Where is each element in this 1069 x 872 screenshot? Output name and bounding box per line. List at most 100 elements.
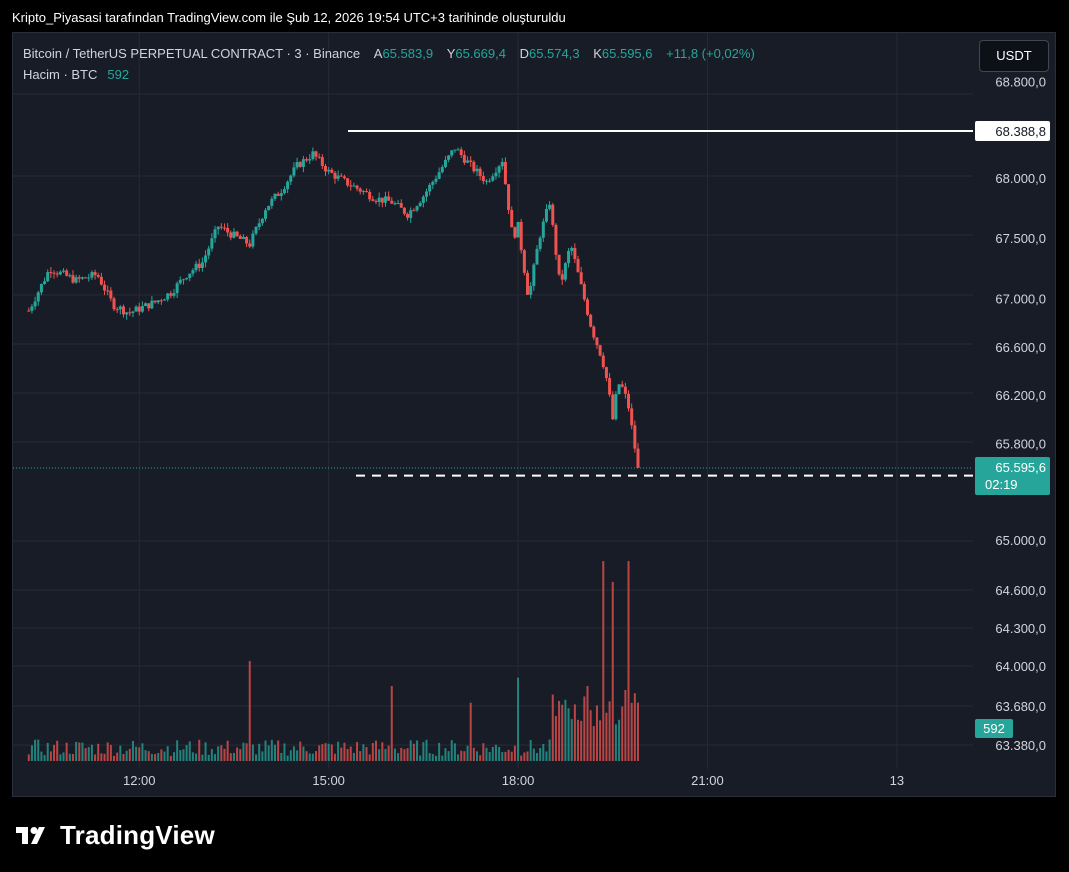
y-axis-tick-label: 66.200,0 bbox=[995, 388, 1046, 403]
candle-body bbox=[311, 151, 315, 160]
candle-body bbox=[484, 180, 488, 182]
x-axis-tick-label: 15:00 bbox=[312, 773, 345, 788]
candle-body bbox=[472, 161, 476, 172]
volume-bar bbox=[333, 753, 336, 761]
candle-body bbox=[595, 337, 599, 346]
volume-bar bbox=[122, 754, 125, 761]
candle-body bbox=[608, 378, 612, 395]
volume-bar bbox=[573, 704, 576, 761]
volume-bar bbox=[586, 686, 589, 761]
candle-body bbox=[74, 277, 78, 283]
candle-body bbox=[443, 159, 447, 168]
volume-bar bbox=[501, 752, 504, 761]
volume-bar bbox=[409, 740, 412, 761]
tradingview-logo[interactable]: TradingView bbox=[14, 818, 215, 852]
volume-bar bbox=[428, 753, 431, 761]
candle-body bbox=[147, 303, 151, 309]
volume-bar bbox=[188, 741, 191, 761]
volume-bar bbox=[450, 740, 453, 761]
volume-bar bbox=[283, 743, 286, 761]
volume-bar bbox=[195, 753, 198, 761]
candle-body bbox=[222, 227, 226, 229]
volume-bar bbox=[362, 744, 365, 761]
candle-body bbox=[582, 284, 586, 300]
candle-body bbox=[428, 184, 432, 192]
candle-body bbox=[289, 175, 293, 182]
volume-bar bbox=[491, 746, 494, 761]
volume-bar bbox=[567, 708, 570, 761]
candle-body bbox=[541, 221, 545, 238]
y-axis-tick-label: 65.800,0 bbox=[995, 436, 1046, 451]
volume-bar bbox=[352, 752, 355, 761]
y-axis-tick-label: 68.000,0 bbox=[995, 171, 1046, 186]
candle-body bbox=[308, 159, 312, 161]
candle-body bbox=[204, 255, 208, 263]
volume-bar bbox=[390, 686, 393, 761]
volume-bar bbox=[226, 740, 229, 761]
candle-body bbox=[544, 208, 548, 222]
volume-bar bbox=[113, 755, 116, 761]
candle-body bbox=[327, 169, 331, 172]
candle-body bbox=[355, 185, 359, 189]
volume-bar bbox=[65, 742, 68, 761]
volume-bar bbox=[397, 753, 400, 761]
candle-body bbox=[532, 264, 536, 286]
last-volume-badge bbox=[975, 719, 1013, 738]
chart-panel[interactable]: 68.800,0 68.000,0 67.500,0 67.000,0 66.600,0… bbox=[12, 32, 1056, 797]
candle-body bbox=[466, 160, 470, 163]
volume-bar bbox=[460, 750, 463, 761]
volume-bar bbox=[431, 753, 434, 761]
volume-title[interactable]: Hacim · BTC bbox=[23, 67, 98, 82]
volume-bar bbox=[232, 752, 235, 761]
candle-body bbox=[115, 309, 119, 311]
candle-body bbox=[257, 223, 261, 227]
candle-body bbox=[46, 272, 50, 282]
volume-bar bbox=[166, 746, 169, 761]
candle-body bbox=[156, 300, 160, 303]
volume-bar bbox=[141, 743, 144, 761]
volume-bar bbox=[239, 749, 242, 761]
volume-bar bbox=[419, 755, 422, 761]
volume-bar bbox=[438, 742, 441, 761]
candle-body bbox=[440, 167, 444, 173]
candle-body bbox=[245, 237, 249, 244]
candle-body bbox=[560, 274, 564, 280]
y-axis-tick-label: 67.000,0 bbox=[995, 292, 1046, 307]
candle-body bbox=[134, 306, 138, 312]
candle-body bbox=[150, 300, 154, 309]
volume-bar bbox=[406, 748, 409, 761]
candle-body bbox=[507, 184, 511, 210]
volume-bar bbox=[356, 742, 359, 761]
volume-bar bbox=[179, 750, 182, 761]
bar-countdown-label: 02:19 bbox=[985, 477, 1018, 492]
candle-body bbox=[241, 237, 245, 239]
volume-bar bbox=[340, 747, 343, 761]
x-axis-tick-label: 18:00 bbox=[502, 773, 535, 788]
volume-bar bbox=[135, 746, 138, 761]
symbol-title[interactable]: Bitcoin / TetherUS PERPETUAL CONTRACT · … bbox=[23, 46, 361, 61]
candle-body bbox=[109, 290, 113, 299]
volume-bar bbox=[327, 743, 330, 761]
candle-body bbox=[604, 367, 608, 379]
candle-body bbox=[260, 218, 264, 224]
volume-legend: Hacim · BTC 592 bbox=[23, 67, 129, 82]
candle-body bbox=[71, 275, 75, 283]
volume-bar bbox=[498, 746, 501, 761]
last-price-badge bbox=[975, 457, 1050, 495]
candle-body bbox=[409, 210, 413, 218]
volume-bar bbox=[529, 739, 532, 761]
volume-bar bbox=[78, 742, 81, 761]
volume-bar bbox=[542, 743, 545, 761]
volume-bar bbox=[46, 742, 49, 761]
candle-body bbox=[144, 303, 148, 307]
candle-body bbox=[617, 384, 621, 395]
candle-body bbox=[491, 176, 495, 181]
candle-body bbox=[163, 299, 167, 301]
candle-body bbox=[431, 181, 435, 185]
candle-body bbox=[305, 159, 309, 161]
candlestick-chart[interactable]: 68.800,0 68.000,0 67.500,0 67.000,0 66.600,0… bbox=[13, 33, 1056, 797]
volume-bar bbox=[539, 748, 542, 761]
volume-bar bbox=[378, 749, 381, 761]
currency-button[interactable]: USDT bbox=[979, 40, 1049, 72]
tradingview-wordmark: TradingView bbox=[60, 819, 215, 850]
